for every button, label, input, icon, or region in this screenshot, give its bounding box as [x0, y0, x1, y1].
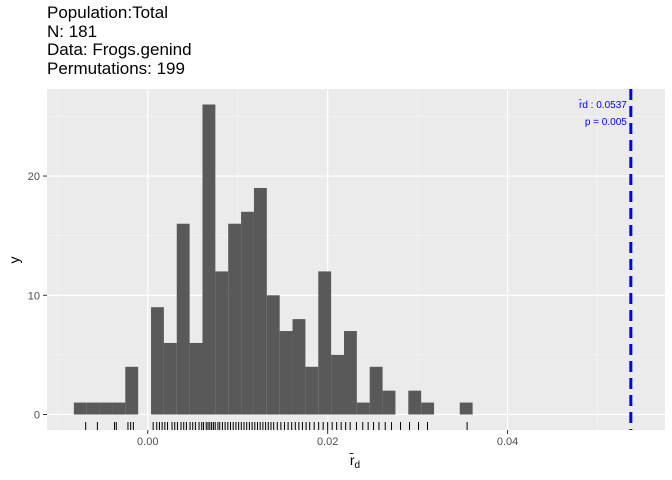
- y-tick-label: 0: [34, 410, 40, 422]
- axes: 0.00 0.02 0.04 0 10 20: [28, 171, 519, 448]
- histogram-bar: [331, 354, 344, 415]
- histogram-bar: [241, 211, 254, 415]
- histogram-bar: [356, 402, 370, 415]
- x-tick-label: 0.04: [497, 436, 518, 448]
- histogram-bar: [73, 402, 87, 415]
- y-tick-label: 10: [28, 290, 40, 302]
- histogram-bar: [408, 390, 422, 415]
- title-permutations: Permutations: 199: [47, 58, 185, 78]
- histogram-bar: [382, 390, 396, 415]
- histogram-bar: [459, 402, 473, 415]
- chart-title-block: Population:Total N: 181 Data: Frogs.geni…: [47, 3, 192, 78]
- histogram-bar: [215, 271, 229, 415]
- x-tick-label: 0.00: [137, 436, 158, 448]
- x-axis-title: r̄d: [350, 452, 361, 471]
- y-axis-title: y: [6, 257, 22, 264]
- histogram-bar: [176, 223, 190, 415]
- p-value-label: p = 0.005: [585, 117, 627, 128]
- histogram-bar: [112, 402, 126, 415]
- histogram-bar: [202, 104, 216, 415]
- histogram-bars: [73, 104, 473, 415]
- observed-value-label: r̄d : 0.0537: [578, 98, 627, 111]
- y-tick-label: 20: [28, 171, 40, 183]
- histogram-bar: [99, 402, 113, 415]
- histogram-bar: [305, 366, 319, 415]
- histogram-bar: [163, 342, 177, 415]
- histogram-bar: [189, 342, 203, 415]
- x-tick-label: 0.02: [317, 436, 338, 448]
- histogram-bar: [421, 402, 435, 415]
- histogram-bar: [318, 271, 332, 415]
- histogram-bar: [343, 331, 357, 415]
- histogram-bar: [151, 307, 164, 415]
- histogram-bar: [86, 402, 100, 415]
- rug-marks: [85, 422, 468, 430]
- histogram-bar: [266, 295, 280, 415]
- histogram-bar: [369, 366, 383, 415]
- title-population: Population:Total: [47, 3, 168, 22]
- histogram-bar: [292, 319, 306, 415]
- histogram-bar: [125, 366, 139, 415]
- histogram-bar: [279, 331, 293, 415]
- histogram-bar: [228, 223, 242, 415]
- title-n: N: 181: [47, 21, 98, 41]
- histogram-bar: [253, 187, 267, 415]
- observed-line-group: r̄d : 0.0537 p = 0.005: [578, 89, 633, 430]
- title-data: Data: Frogs.genind: [47, 40, 192, 59]
